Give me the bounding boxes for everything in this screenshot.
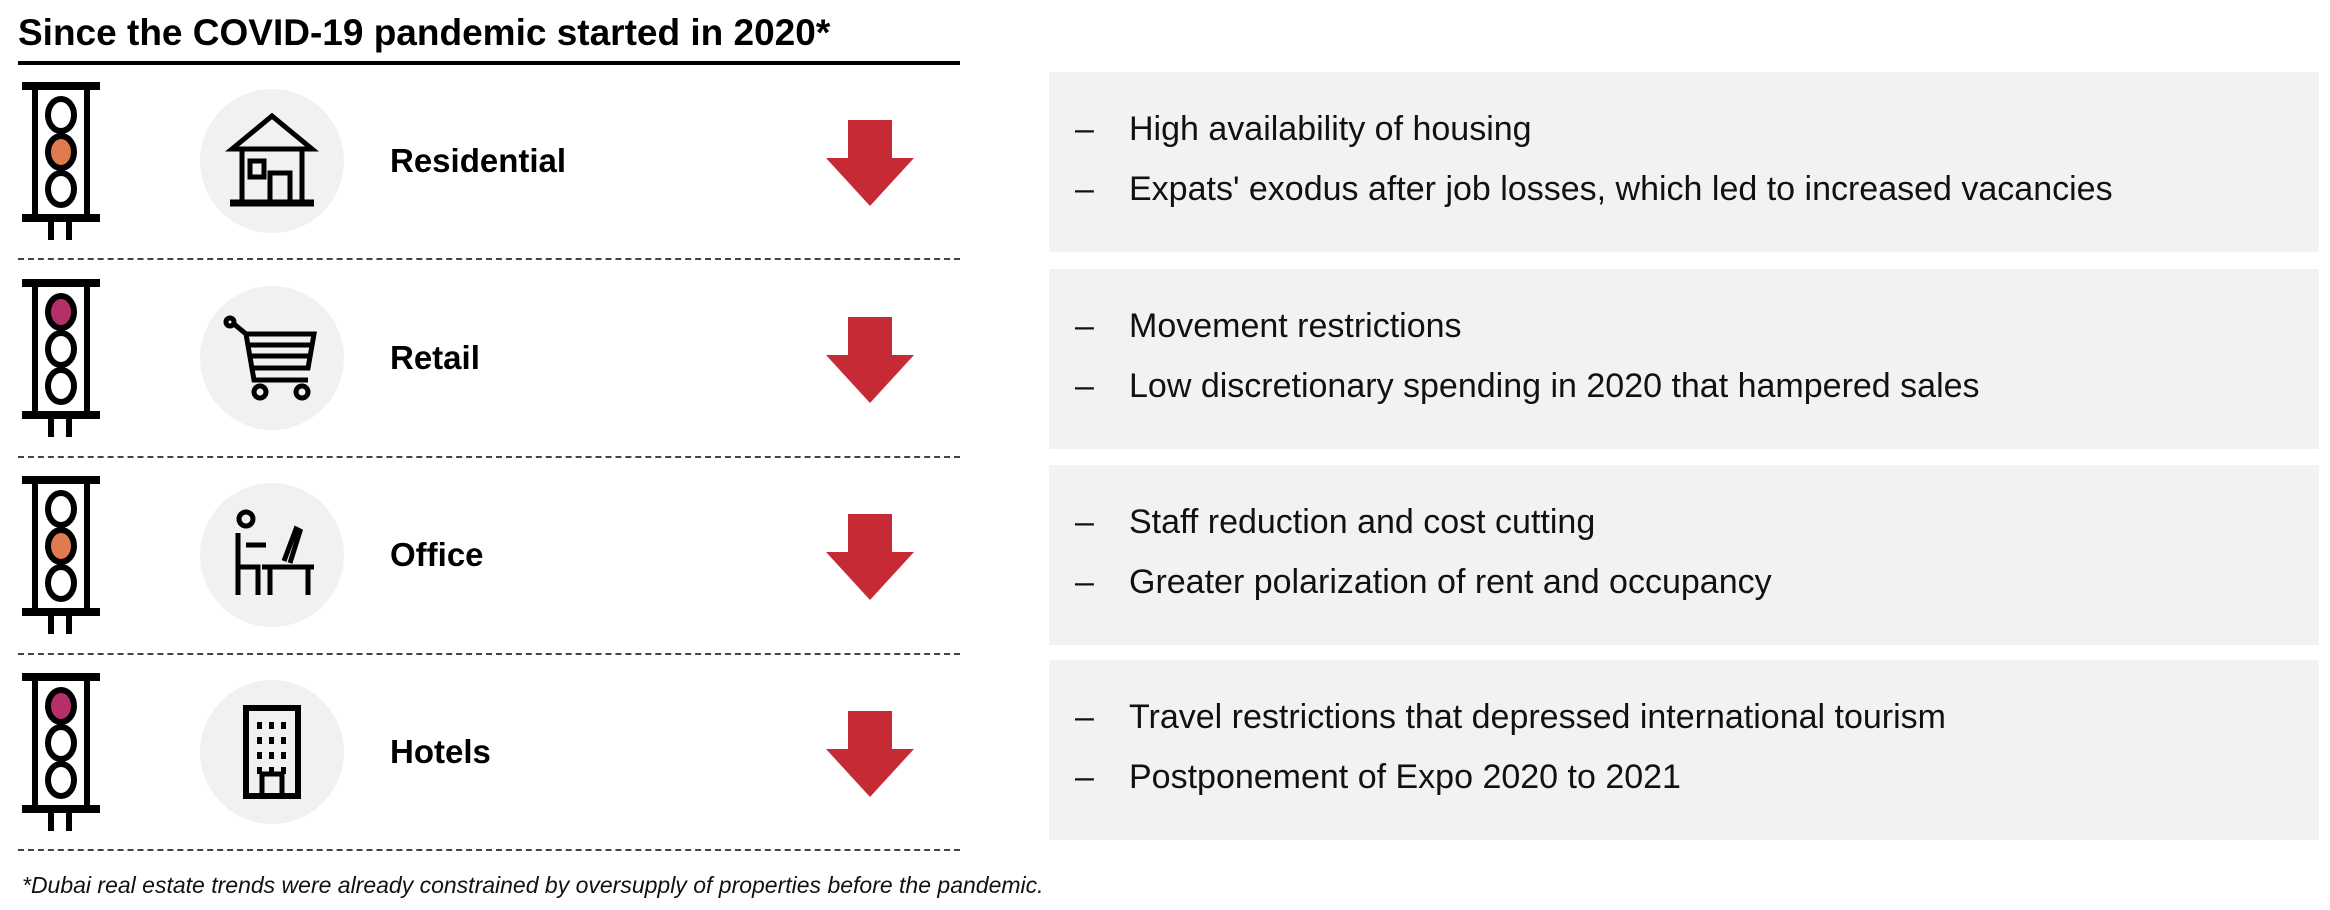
reason-text: Greater polarization of rent and occupan… (1129, 563, 1772, 601)
traffic-light-icon (22, 476, 100, 639)
light-middle (45, 133, 77, 171)
category-label: Residential (390, 142, 567, 179)
reasons-panel: – Movement restrictions – Low discretion… (1049, 269, 2319, 449)
dash-bullet: – (1075, 110, 1094, 148)
light-middle (45, 724, 77, 762)
traffic-light-icon (22, 82, 100, 245)
dash-bullet: – (1075, 367, 1094, 405)
category-row-residential: Residential (0, 82, 970, 279)
light-bottom (45, 564, 77, 602)
dash-bullet: – (1075, 170, 1094, 208)
light-middle (45, 330, 77, 368)
reasons-panel: – High availability of housing – Expats'… (1049, 72, 2319, 252)
reason-text: Travel restrictions that depressed inter… (1129, 698, 1946, 736)
title-underline (18, 61, 960, 65)
footnote: *Dubai real estate trends were already c… (22, 872, 1044, 898)
category-label: Hotels (390, 733, 491, 770)
traffic-light-icon (22, 279, 100, 442)
light-bottom (45, 170, 77, 208)
house-icon (200, 89, 344, 233)
hotel-building-icon (200, 680, 344, 824)
category-row-hotels: Hotels (0, 673, 970, 870)
shopping-cart-icon (200, 286, 344, 430)
reason-text: Movement restrictions (1129, 307, 1462, 345)
dash-bullet: – (1075, 563, 1094, 601)
light-top (45, 293, 77, 331)
reason-text: Low discretionary spending in 2020 that … (1129, 367, 1980, 405)
page-title: Since the COVID-19 pandemic started in 2… (18, 12, 831, 53)
category-label: Retail (390, 339, 480, 376)
reason-text: Staff reduction and cost cutting (1129, 503, 1596, 541)
person-at-desk-icon (200, 483, 344, 627)
reason-text: Expats' exodus after job losses, which l… (1129, 170, 2113, 208)
row-divider (18, 258, 960, 260)
dash-bullet: – (1075, 503, 1094, 541)
down-arrow-icon (826, 317, 914, 408)
reason-text: High availability of housing (1129, 110, 1532, 148)
dash-bullet: – (1075, 758, 1094, 796)
reason-text: Postponement of Expo 2020 to 2021 (1129, 758, 1681, 796)
row-divider (18, 456, 960, 458)
light-middle (45, 527, 77, 565)
category-label: Office (390, 536, 484, 573)
category-row-office: Office (0, 476, 970, 673)
traffic-light-icon (22, 673, 100, 836)
light-top (45, 490, 77, 528)
reasons-panel: – Staff reduction and cost cutting – Gre… (1049, 465, 2319, 645)
light-top (45, 687, 77, 725)
reasons-panel: – Travel restrictions that depressed int… (1049, 660, 2319, 840)
dash-bullet: – (1075, 698, 1094, 736)
down-arrow-icon (826, 120, 914, 211)
row-divider (18, 653, 960, 655)
category-row-retail: Retail (0, 279, 970, 476)
light-bottom (45, 761, 77, 799)
dash-bullet: – (1075, 307, 1094, 345)
down-arrow-icon (826, 514, 914, 605)
light-top (45, 96, 77, 134)
down-arrow-icon (826, 711, 914, 802)
row-divider (18, 849, 960, 851)
light-bottom (45, 367, 77, 405)
